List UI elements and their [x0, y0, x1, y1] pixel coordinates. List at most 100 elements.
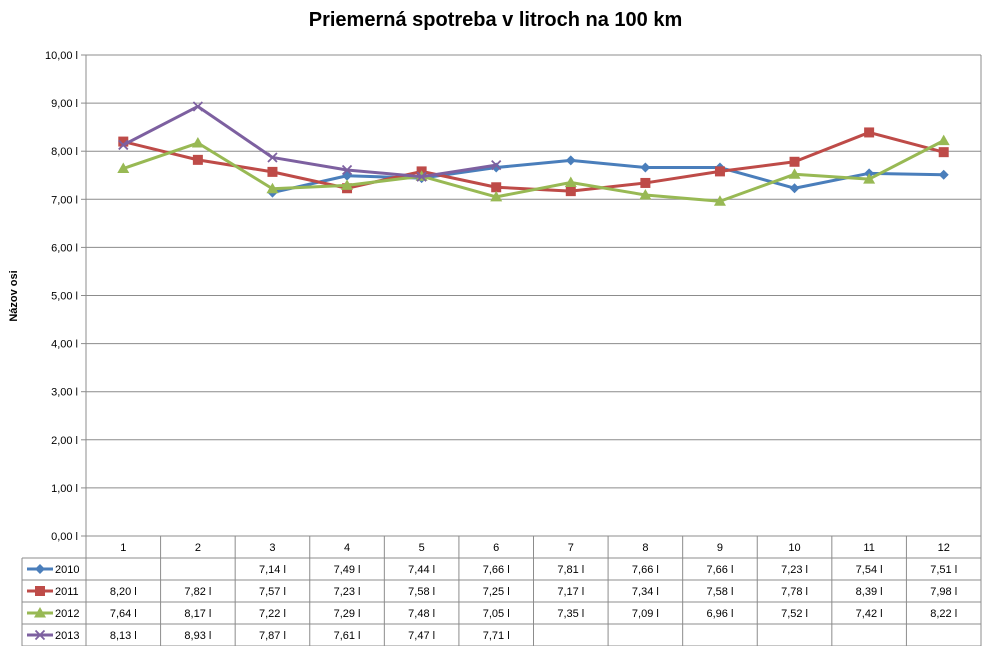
data-point: [491, 182, 502, 193]
data-label: 7,81 l: [557, 564, 584, 576]
data-point: [191, 137, 204, 148]
data-point: [416, 171, 427, 182]
data-label: 7,23 l: [334, 586, 361, 598]
data-label: 8,17 l: [184, 608, 211, 620]
x-tick-label: 2: [195, 542, 201, 554]
series-line: [121, 104, 498, 179]
data-label: 7,29 l: [334, 608, 361, 620]
data-label: 7,51 l: [930, 564, 957, 576]
y-tick-label: 2,00 l: [51, 435, 78, 447]
legend-entry-2012: 2012: [27, 607, 79, 620]
data-point: [491, 160, 502, 171]
series-line: [121, 139, 946, 203]
data-label: 7,58 l: [706, 586, 733, 598]
data-label: 7,25 l: [483, 586, 510, 598]
y-tick-label: 3,00 l: [51, 387, 78, 399]
data-label: 6,96 l: [706, 608, 733, 620]
data-label: 7,09 l: [632, 608, 659, 620]
legend-label: 2010: [55, 564, 79, 576]
data-point: [192, 154, 203, 165]
data-label: 7,42 l: [856, 608, 883, 620]
series-2013: [118, 101, 502, 182]
data-point: [118, 136, 129, 147]
legend-label: 2012: [55, 608, 79, 620]
data-label: 7,87 l: [259, 630, 286, 642]
x-tick-label: 9: [717, 542, 723, 554]
data-label: 7,22 l: [259, 608, 286, 620]
data-label: 8,39 l: [856, 586, 883, 598]
data-point: [490, 190, 503, 202]
data-point: [863, 173, 876, 184]
data-point: [713, 195, 726, 206]
legend-entry-2011: 2011: [27, 586, 79, 598]
data-label: 8,20 l: [110, 586, 137, 598]
data-point: [640, 162, 651, 173]
data-label: 7,71 l: [483, 630, 510, 642]
data-label: 7,34 l: [632, 586, 659, 598]
legend-entry-2010: 2010: [27, 564, 79, 576]
data-label: 7,58 l: [408, 586, 435, 598]
y-tick-label: 9,00 l: [51, 98, 78, 110]
y-tick-label: 7,00 l: [51, 194, 78, 206]
data-point: [938, 147, 949, 158]
data-label: 7,35 l: [557, 608, 584, 620]
x-tick-label: 12: [938, 542, 950, 554]
data-point: [565, 155, 576, 166]
data-point: [192, 101, 204, 112]
data-label: 7,49 l: [334, 564, 361, 576]
data-point: [117, 162, 130, 174]
data-point: [938, 169, 949, 180]
data-label: 7,78 l: [781, 586, 808, 598]
data-point: [341, 164, 353, 176]
data-point: [788, 168, 801, 179]
data-point: [640, 177, 651, 188]
data-label: 7,05 l: [483, 608, 510, 620]
data-label: 8,13 l: [110, 630, 137, 642]
data-label: 7,66 l: [632, 564, 659, 576]
y-tick-label: 1,00 l: [51, 483, 78, 495]
series-2012: [117, 134, 950, 206]
x-tick-label: 11: [863, 542, 874, 554]
data-label: 7,61 l: [334, 630, 361, 642]
x-tick-label: 4: [344, 542, 350, 554]
data-point: [267, 166, 278, 177]
x-tick-label: 5: [419, 542, 425, 554]
data-label: 7,14 l: [259, 564, 286, 576]
data-point: [35, 586, 45, 596]
data-point: [789, 156, 800, 167]
data-point: [341, 179, 354, 190]
data-label: 7,57 l: [259, 586, 286, 598]
data-label: 7,64 l: [110, 608, 137, 620]
series-line: [270, 158, 946, 195]
data-label: 7,54 l: [856, 564, 883, 576]
data-point: [937, 134, 950, 146]
legend-label: 2013: [55, 630, 79, 642]
data-point: [35, 564, 45, 574]
data-point: [789, 183, 800, 194]
data-label: 7,52 l: [781, 608, 808, 620]
data-label: 7,82 l: [184, 586, 211, 598]
x-tick-label: 1: [120, 542, 126, 554]
x-tick-label: 6: [493, 542, 499, 554]
data-label: 7,98 l: [930, 586, 957, 598]
data-label: 7,44 l: [408, 564, 435, 576]
data-point: [266, 182, 279, 194]
x-tick-label: 10: [788, 542, 800, 554]
data-label: 7,23 l: [781, 564, 808, 576]
y-tick-label: 10,00 l: [45, 50, 78, 62]
data-point: [118, 139, 129, 151]
y-axis-ticks: 0,00 l 1,00 l 2,00 l 3,00 l 4,00 l 5,00 l 6,00…: [45, 50, 78, 543]
y-tick-label: 8,00 l: [51, 146, 78, 158]
data-point: [34, 607, 46, 618]
data-point: [639, 188, 652, 200]
gridlines: [81, 54, 982, 537]
x-tick-label: 7: [568, 542, 574, 554]
data-label: 7,48 l: [408, 608, 435, 620]
data-label: 7,47 l: [408, 630, 435, 642]
legend-label: 2011: [55, 586, 79, 598]
series-lines: [117, 101, 950, 206]
legend-entry-2013: 2013: [27, 629, 79, 642]
data-label: 7,66 l: [706, 564, 733, 576]
